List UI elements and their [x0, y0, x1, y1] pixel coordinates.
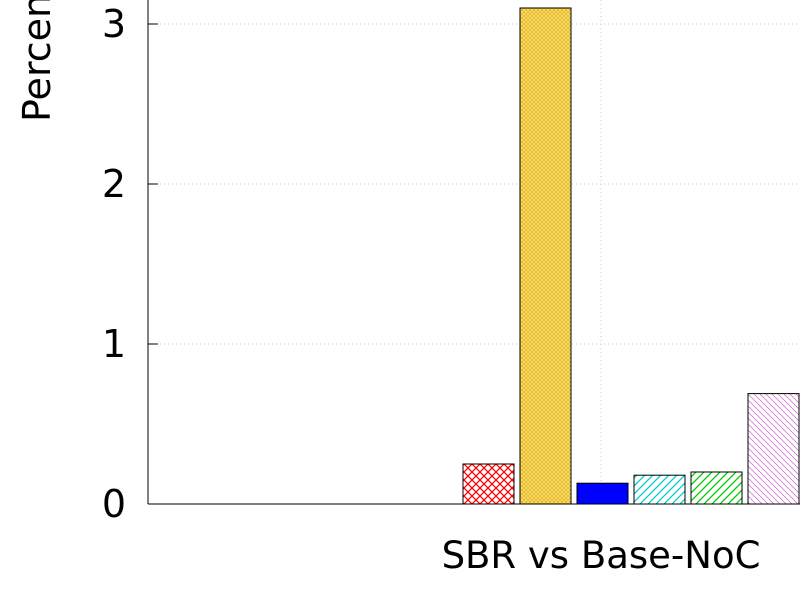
bars [462, 7, 800, 505]
grid-lines [148, 0, 800, 504]
bar-series-4 [633, 474, 686, 505]
y-tick-label: 1 [102, 322, 126, 366]
y-tick-label: 2 [102, 162, 126, 206]
bar-series-5 [690, 471, 743, 505]
y-tick-label: 3 [102, 2, 126, 46]
y-axis-label: Percent [15, 0, 59, 122]
x-category-label: SBR vs Base-NoC [442, 534, 761, 577]
labels: 0 1 2 3 SBR vs Base-NoC Percent [15, 0, 760, 577]
bar-series-2 [519, 7, 572, 505]
axes [147, 0, 800, 505]
bar-series-6 [747, 393, 800, 505]
y-tick-label: 0 [102, 482, 126, 526]
bar-series-1 [462, 463, 515, 505]
bar-series-3 [576, 482, 629, 505]
